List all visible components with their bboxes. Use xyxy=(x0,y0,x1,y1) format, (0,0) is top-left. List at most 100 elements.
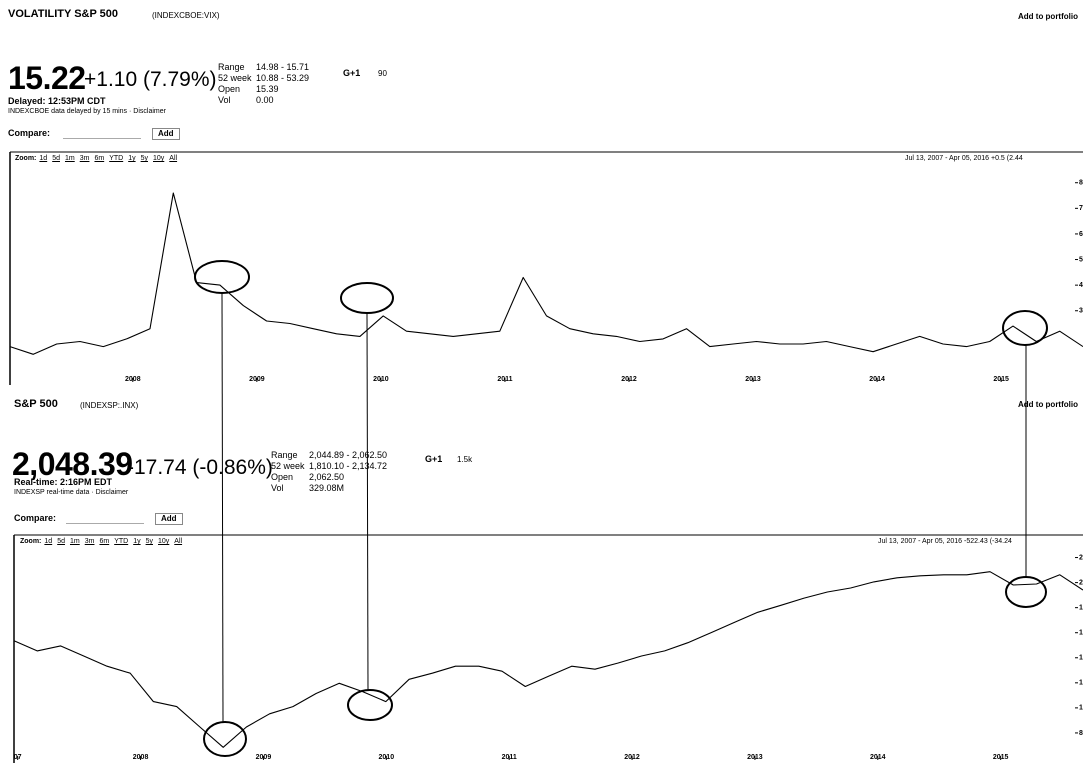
y-tick-label: 100 xyxy=(1079,705,1083,712)
stat-label: Range xyxy=(218,62,256,73)
x-tick-label: 07 xyxy=(14,754,22,761)
y-tick-label: 160 xyxy=(1079,630,1083,637)
x-tick-label: 2015 xyxy=(993,376,1009,383)
zoom-link[interactable]: 5d xyxy=(57,538,65,545)
zoom-link[interactable]: 10y xyxy=(158,538,169,545)
stat-row: Open15.39 xyxy=(218,84,309,95)
x-tick-label: 2009 xyxy=(249,376,265,383)
quote-note: INDEXSP real-time data · Disclaimer xyxy=(14,489,128,496)
chart-range: Jul 13, 2007 - Apr 05, 2016 +0.5 (2.44 xyxy=(905,155,1023,162)
annotations xyxy=(195,261,1047,756)
y-tick-label: 140 xyxy=(1079,655,1083,662)
annotation-line xyxy=(367,313,368,690)
zoom-link[interactable]: 1y xyxy=(133,538,140,545)
compare-label: Compare: xyxy=(14,513,56,523)
stat-value: 329.08M xyxy=(309,483,344,494)
stat-value: 2,062.50 xyxy=(309,472,344,483)
quote-title: S&P 500 xyxy=(14,398,58,410)
y-tick-label: 3 xyxy=(1079,308,1083,315)
zoom-link[interactable]: 5y xyxy=(146,538,153,545)
stat-value: 15.39 xyxy=(256,84,279,95)
zoom-link[interactable]: 3m xyxy=(80,155,90,162)
stat-label: Open xyxy=(271,472,309,483)
zoom-link[interactable]: 1y xyxy=(128,155,135,162)
x-tick-label: 2008 xyxy=(125,376,141,383)
quote-price: 15.22 xyxy=(8,60,86,97)
stat-label: Vol xyxy=(271,483,309,494)
zoom-bar: Zoom:1d 5d 1m 3m 6m YTD 1y 5y 10y All xyxy=(20,538,187,545)
y-tick-label: 180 xyxy=(1079,605,1083,612)
x-tick-label: 2008 xyxy=(133,754,149,761)
zoom-link[interactable]: 1m xyxy=(65,155,75,162)
y-tick-label: 8 xyxy=(1079,180,1083,187)
stat-value: 10.88 - 53.29 xyxy=(256,73,309,84)
x-tick-label: 2009 xyxy=(256,754,272,761)
stat-label: Open xyxy=(218,84,256,95)
zoom-link[interactable]: 1m xyxy=(70,538,80,545)
zoom-link[interactable]: All xyxy=(174,538,182,545)
x-tick-label: 2014 xyxy=(870,754,886,761)
gplus-count: 90 xyxy=(378,69,387,78)
x-tick-label: 2013 xyxy=(745,376,761,383)
zoom-link[interactable]: YTD xyxy=(114,538,128,545)
zoom-link[interactable]: All xyxy=(169,155,177,162)
zoom-link[interactable]: 3m xyxy=(85,538,95,545)
x-tick-label: 2013 xyxy=(747,754,763,761)
compare-add-button[interactable]: Add xyxy=(155,513,183,525)
x-tick-label: 2010 xyxy=(373,376,389,383)
stat-label: Vol xyxy=(218,95,256,106)
zoom-label: Zoom: xyxy=(20,538,41,545)
zoom-link[interactable]: 5d xyxy=(52,155,60,162)
annotation-line xyxy=(222,293,223,722)
add-to-portfolio[interactable]: Add to portfolio xyxy=(1018,400,1078,409)
price-line xyxy=(10,193,1083,354)
quote-stats: Range14.98 - 15.7152 week10.88 - 53.29Op… xyxy=(218,62,309,106)
compare-input[interactable] xyxy=(66,513,144,524)
zoom-link[interactable]: 5y xyxy=(141,155,148,162)
price-line xyxy=(14,572,1083,748)
x-tick-label: 2012 xyxy=(621,376,637,383)
stat-label: Range xyxy=(271,450,309,461)
x-tick-label: 2014 xyxy=(869,376,885,383)
zoom-link[interactable]: 6m xyxy=(99,538,109,545)
chart-range: Jul 13, 2007 - Apr 05, 2016 -522.43 (-34… xyxy=(878,538,1012,545)
stat-label: 52 week xyxy=(218,73,256,84)
zoom-link[interactable]: 1d xyxy=(44,538,52,545)
y-tick-label: 5 xyxy=(1079,256,1083,263)
gplus-button[interactable]: G+1 xyxy=(425,454,442,464)
y-tick-label: 80 xyxy=(1079,730,1083,737)
zoom-label: Zoom: xyxy=(15,155,36,162)
zoom-link[interactable]: 10y xyxy=(153,155,164,162)
zoom-link[interactable]: 6m xyxy=(94,155,104,162)
gplus-button[interactable]: G+1 xyxy=(343,68,360,78)
y-tick-label: 200 xyxy=(1079,579,1083,586)
y-tick-label: 6 xyxy=(1079,231,1083,238)
quote-time: Real-time: 2:16PM EDT xyxy=(14,477,112,487)
y-tick-label: 7 xyxy=(1079,205,1083,212)
quote-change: -17.74 (-0.86%) xyxy=(127,456,273,480)
compare-label: Compare: xyxy=(8,128,50,138)
stat-label: 52 week xyxy=(271,461,309,472)
screenshot: 2008200920102011201220132014201534567807… xyxy=(0,0,1083,763)
zoom-link[interactable]: YTD xyxy=(109,155,123,162)
add-to-portfolio[interactable]: Add to portfolio xyxy=(1018,12,1078,21)
x-tick-label: 2011 xyxy=(502,754,517,761)
quote-note: INDEXCBOE data delayed by 15 mins · Disc… xyxy=(8,108,166,115)
stat-value: 2,044.89 - 2,062.50 xyxy=(309,450,387,461)
x-tick-label: 2012 xyxy=(624,754,640,761)
x-tick-label: 2010 xyxy=(379,754,395,761)
compare-add-button[interactable]: Add xyxy=(152,128,180,140)
x-tick-label: 2015 xyxy=(993,754,1009,761)
quote-ticker: (INDEXSP:.INX) xyxy=(80,401,138,410)
quote-change: +1.10 (7.79%) xyxy=(84,68,217,92)
annotation-circle xyxy=(204,722,246,756)
zoom-link[interactable]: 1d xyxy=(39,155,47,162)
compare-input[interactable] xyxy=(63,128,141,139)
stat-value: 0.00 xyxy=(256,95,274,106)
